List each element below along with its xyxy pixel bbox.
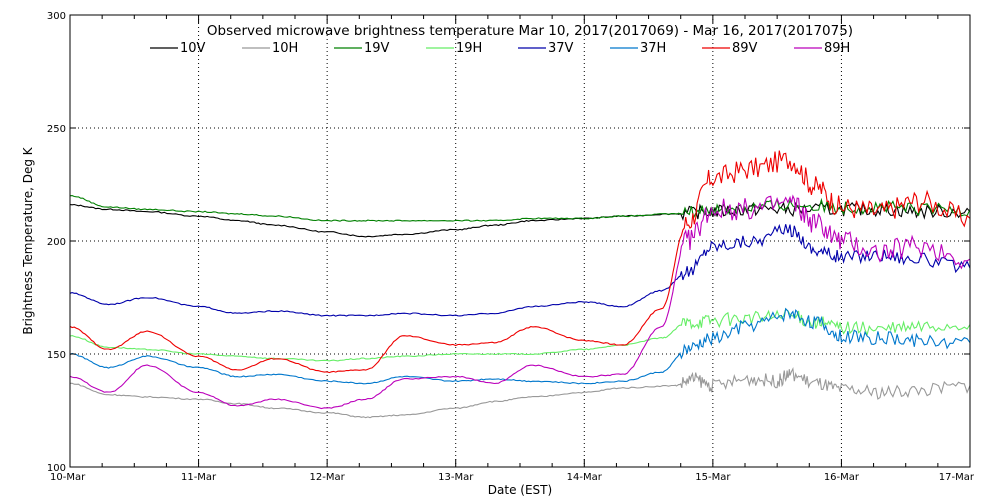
legend-label: 89V [732, 41, 758, 56]
series-line-19h [69, 308, 971, 362]
series-line-89h [69, 194, 971, 410]
chart-title: Observed microwave brightness temperatur… [207, 23, 853, 39]
x-tick-label: 17-Mar [939, 472, 975, 483]
series-line-19v [69, 195, 971, 222]
x-tick-label: 11-Mar [181, 472, 217, 483]
x-tick-label: 15-Mar [695, 472, 731, 483]
y-tick-label: 100 [47, 463, 66, 474]
y-tick-label: 150 [47, 350, 66, 361]
legend-label: 10H [272, 41, 298, 56]
legend: 10V 10H 19V 19H 37V 37H 89V 89H [150, 41, 850, 56]
legend-label: 19V [364, 41, 390, 56]
series-line-37v [69, 223, 971, 317]
x-axis-ticks: 10-Mar 11-Mar 12-Mar 13-Mar 14-Mar 15-Mar 16-M… [50, 15, 975, 483]
series-line-10v [69, 201, 971, 238]
y-axis-ticks: 100 150 200 250 300 [47, 11, 970, 474]
x-tick-label: 12-Mar [310, 472, 346, 483]
series-line-89v [69, 150, 971, 374]
y-tick-label: 250 [47, 124, 66, 135]
series-lines [69, 150, 971, 419]
legend-label: 89H [824, 41, 850, 56]
series-line-10h [70, 366, 971, 419]
y-tick-label: 300 [47, 11, 66, 22]
legend-label: 19H [456, 41, 482, 56]
x-tick-label: 13-Mar [438, 472, 474, 483]
x-axis-label: Date (EST) [488, 483, 552, 497]
legend-label: 37V [548, 41, 574, 56]
x-tick-label: 16-Mar [824, 472, 860, 483]
y-tick-label: 200 [47, 237, 66, 248]
legend-label: 37H [640, 41, 666, 56]
y-axis-label: Brightness Temperature, Deg K [21, 146, 35, 334]
legend-label: 10V [180, 41, 206, 56]
x-tick-label: 14-Mar [567, 472, 603, 483]
series-line-37h [69, 307, 971, 385]
x-tick-label: 10-Mar [50, 472, 86, 483]
